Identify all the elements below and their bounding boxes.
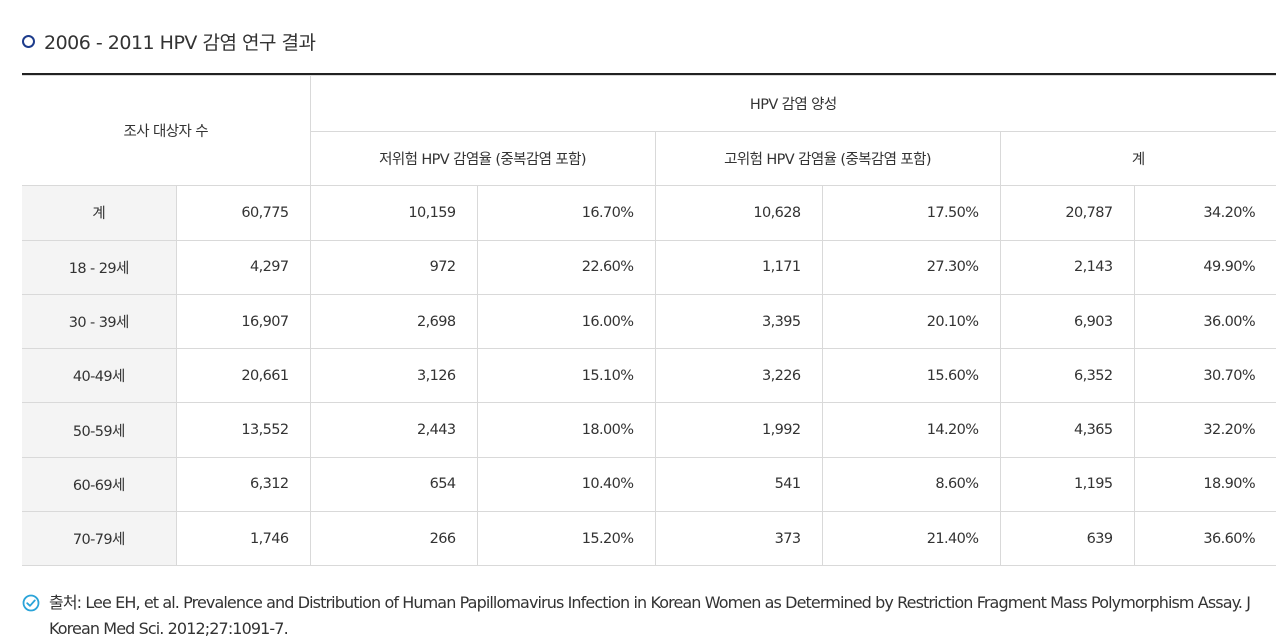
table-cell: 6,352 bbox=[999, 348, 1135, 404]
header-low-risk: 저위험 HPV 감염율 (중복감염 포함) bbox=[310, 130, 656, 187]
table-cell: 17.50% bbox=[821, 185, 1001, 241]
table-cell: 20.10% bbox=[821, 293, 1001, 350]
table-cell: 1,171 bbox=[654, 239, 823, 295]
table-cell: 20,661 bbox=[175, 348, 311, 404]
table-cell: 21.40% bbox=[821, 511, 1001, 567]
table-cell: 20,787 bbox=[999, 185, 1135, 241]
table-cell: 15.60% bbox=[821, 348, 1001, 404]
table-cell: 1,746 bbox=[175, 511, 311, 567]
check-circle-icon bbox=[22, 594, 40, 612]
table-cell: 32.20% bbox=[1133, 402, 1277, 458]
table-cell: 266 bbox=[309, 511, 478, 567]
row-label: 30 - 39세 bbox=[22, 293, 177, 350]
table-row: 30 - 39세 16,907 2,698 16.00% 3,395 20.10% 6,90… bbox=[22, 293, 1277, 350]
table-cell: 14.20% bbox=[821, 402, 1001, 458]
table-cell: 1,992 bbox=[654, 402, 823, 458]
row-label: 50-59세 bbox=[22, 402, 177, 458]
source-text: 출처: Lee EH, et al. Prevalence and Distri… bbox=[49, 593, 1251, 638]
header-high-risk: 고위험 HPV 감염율 (중복감염 포함) bbox=[654, 130, 1001, 187]
table-cell: 10,159 bbox=[309, 185, 478, 241]
table-cell: 6,903 bbox=[999, 293, 1135, 350]
table-body: 계 60,775 10,159 16.70% 10,628 17.50% 20,787 34.… bbox=[22, 185, 1277, 567]
table-cell: 16,907 bbox=[175, 293, 311, 350]
header-positive: HPV 감염 양성 bbox=[309, 75, 1277, 132]
table-cell: 34.20% bbox=[1133, 185, 1277, 241]
table-cell: 15.20% bbox=[476, 511, 656, 567]
section-title: 2006 - 2011 HPV 감염 연구 결과 bbox=[22, 28, 316, 55]
table-row: 60-69세 6,312 654 10.40% 541 8.60% 1,195 18.90% bbox=[22, 456, 1277, 513]
table-row: 18 - 29세 4,297 972 22.60% 1,171 27.30% 2,143 49… bbox=[22, 239, 1277, 295]
table-cell: 654 bbox=[309, 456, 478, 513]
table-cell: 3,226 bbox=[654, 348, 823, 404]
table-row: 50-59세 13,552 2,443 18.00% 1,992 14.20% 4,365 3… bbox=[22, 402, 1277, 458]
table-row: 계 60,775 10,159 16.70% 10,628 17.50% 20,787 34.… bbox=[22, 185, 1277, 241]
row-label: 70-79세 bbox=[22, 511, 177, 567]
table-cell: 8.60% bbox=[821, 456, 1001, 513]
table-row: 70-79세 1,746 266 15.20% 373 21.40% 639 36.60% bbox=[22, 511, 1277, 567]
table-cell: 13,552 bbox=[175, 402, 311, 458]
table-cell: 27.30% bbox=[821, 239, 1001, 295]
table-cell: 60,775 bbox=[175, 185, 311, 241]
row-label: 60-69세 bbox=[22, 456, 177, 513]
row-label: 18 - 29세 bbox=[22, 239, 177, 295]
table-cell: 49.90% bbox=[1133, 239, 1277, 295]
table-cell: 18.90% bbox=[1133, 456, 1277, 513]
table-cell: 10,628 bbox=[654, 185, 823, 241]
circle-bullet-icon bbox=[22, 35, 35, 48]
table-cell: 22.60% bbox=[476, 239, 656, 295]
table-cell: 541 bbox=[654, 456, 823, 513]
header-subjects: 조사 대상자 수 bbox=[22, 74, 311, 187]
hpv-results-table: 조사 대상자 수 HPV 감염 양성 저위험 HPV 감염율 (중복감염 포함)… bbox=[22, 73, 1277, 567]
table-cell: 36.60% bbox=[1133, 511, 1277, 567]
table-cell: 6,312 bbox=[175, 456, 311, 513]
table-cell: 2,443 bbox=[309, 402, 478, 458]
table-cell: 4,365 bbox=[999, 402, 1135, 458]
header-total: 계 bbox=[999, 130, 1277, 187]
table-cell: 1,195 bbox=[999, 456, 1135, 513]
table-cell: 16.70% bbox=[476, 185, 656, 241]
row-label: 계 bbox=[22, 185, 177, 241]
table-cell: 30.70% bbox=[1133, 348, 1277, 404]
table-cell: 639 bbox=[999, 511, 1135, 567]
source-note: 출처: Lee EH, et al. Prevalence and Distri… bbox=[22, 590, 1272, 642]
table-cell: 4,297 bbox=[175, 239, 311, 295]
table-cell: 2,143 bbox=[999, 239, 1135, 295]
table-row: 40-49세 20,661 3,126 15.10% 3,226 15.60% 6,352 3… bbox=[22, 348, 1277, 404]
section-title-text: 2006 - 2011 HPV 감염 연구 결과 bbox=[44, 32, 316, 54]
table-cell: 15.10% bbox=[476, 348, 656, 404]
table-cell: 3,126 bbox=[309, 348, 478, 404]
table-cell: 2,698 bbox=[309, 293, 478, 350]
table-cell: 18.00% bbox=[476, 402, 656, 458]
table-cell: 10.40% bbox=[476, 456, 656, 513]
table-cell: 36.00% bbox=[1133, 293, 1277, 350]
table-cell: 373 bbox=[654, 511, 823, 567]
table-cell: 16.00% bbox=[476, 293, 656, 350]
row-label: 40-49세 bbox=[22, 348, 177, 404]
table-cell: 972 bbox=[309, 239, 478, 295]
table-cell: 3,395 bbox=[654, 293, 823, 350]
